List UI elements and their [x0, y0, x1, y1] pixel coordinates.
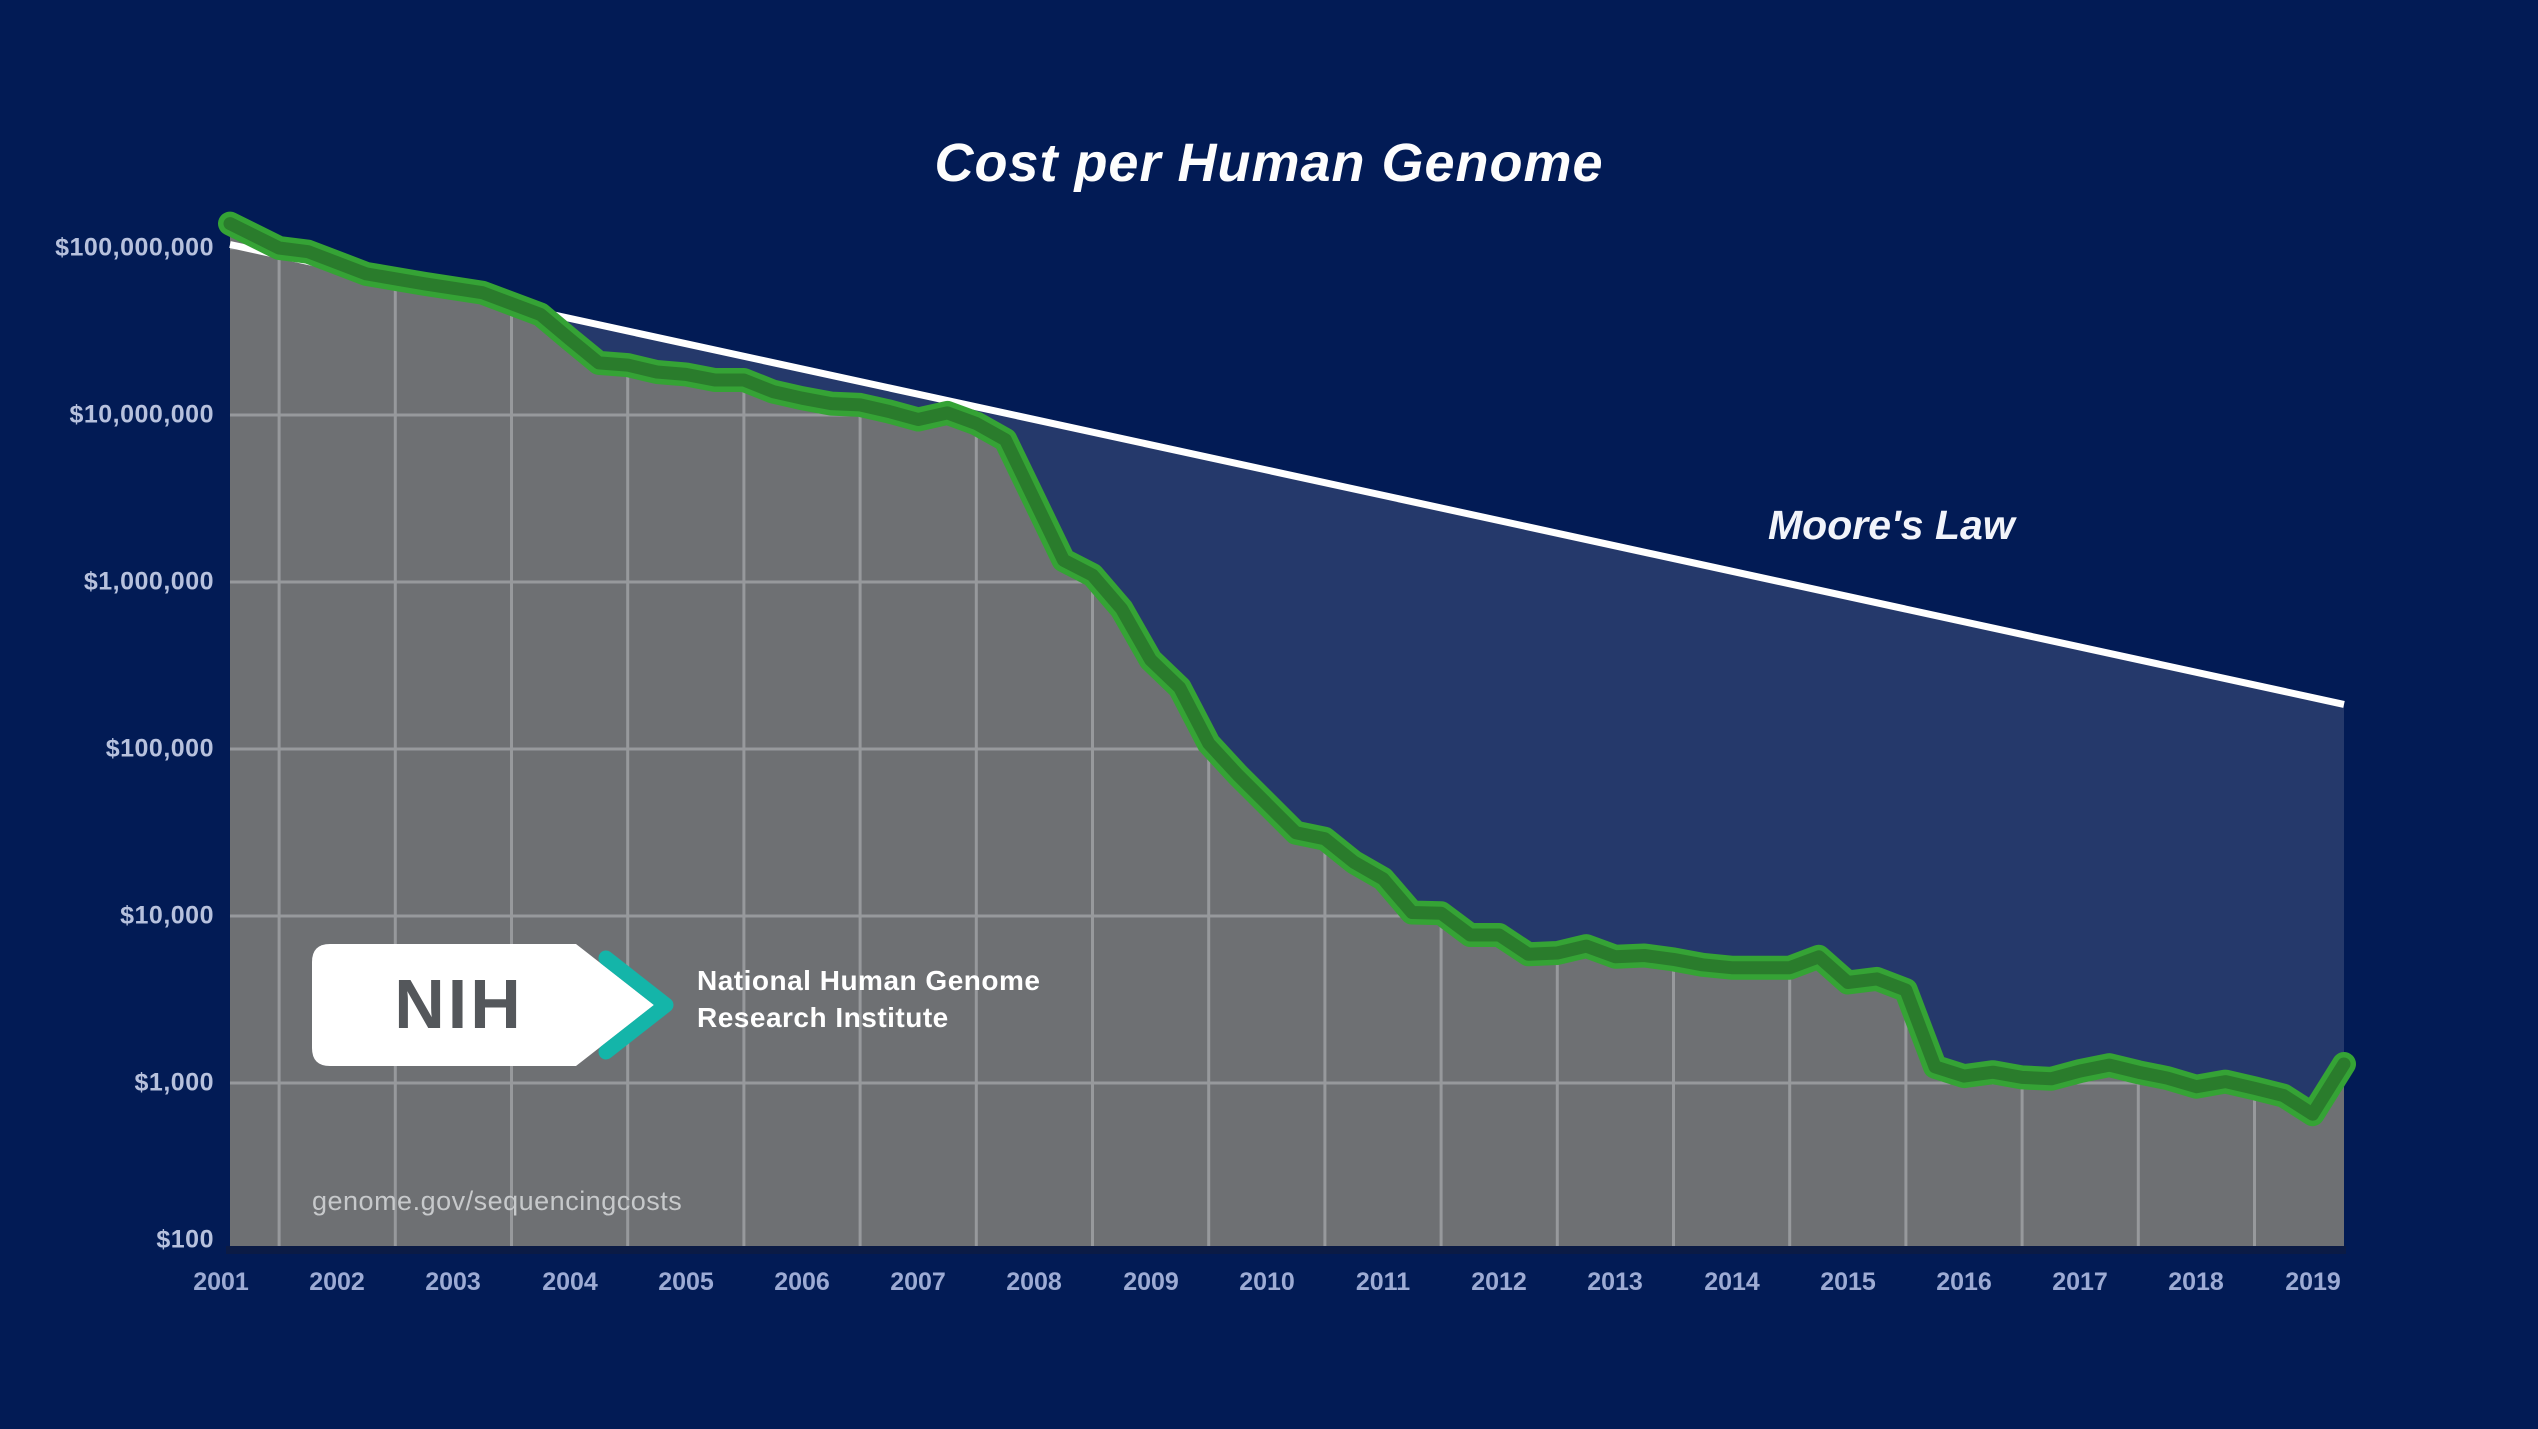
y-axis-label: $10,000 [120, 901, 214, 930]
x-axis-label: 2011 [1355, 1268, 1411, 1296]
y-axis-label: $100,000 [105, 734, 214, 763]
x-axis-label: 2017 [2052, 1268, 2108, 1296]
x-axis-label: 2012 [1471, 1268, 1527, 1296]
nih-logo: NIH [310, 942, 690, 1068]
cost-line-core [223, 217, 2351, 1121]
x-axis-label: 2006 [774, 1268, 830, 1296]
chart-title: Cost per Human Genome [934, 133, 1604, 193]
x-axis-label: 2019 [2285, 1268, 2341, 1296]
x-axis-label: 2001 [193, 1268, 249, 1296]
x-axis-label: 2005 [658, 1268, 714, 1296]
x-axis-label: 2010 [1239, 1268, 1295, 1296]
source-url: genome.gov/sequencingcosts [312, 1186, 683, 1216]
nih-acronym: NIH [394, 965, 524, 1043]
x-axis-label: 2018 [2168, 1268, 2224, 1296]
cost-area [230, 223, 2344, 1255]
nih-logo-mark [312, 944, 674, 1066]
institute-name: National Human Genome Research Institute [697, 962, 1040, 1036]
x-axis-label: 2014 [1704, 1268, 1760, 1296]
moores-law-annotation: Moore's Law [1768, 502, 2015, 548]
x-axis-label: 2008 [1006, 1268, 1062, 1296]
x-axis-label: 2002 [309, 1268, 365, 1296]
x-axis-label: 2009 [1123, 1268, 1179, 1296]
x-axis-label: 2016 [1936, 1268, 1992, 1296]
y-axis-label: $10,000,000 [69, 400, 214, 429]
nih-chevron-icon [598, 950, 674, 1060]
y-axis-label: $100,000,000 [55, 233, 214, 262]
x-axis-label: 2004 [542, 1268, 598, 1296]
y-axis-label: $1,000,000 [83, 567, 214, 596]
nih-logo-box [312, 944, 654, 1066]
institute-name-line2: Research Institute [697, 1002, 949, 1033]
y-axis-label: $100 [156, 1225, 214, 1254]
moore-gap-area [230, 223, 2344, 1115]
institute-name-line1: National Human Genome [697, 965, 1041, 996]
x-axis-label: 2013 [1587, 1268, 1643, 1296]
x-axis-label: 2015 [1820, 1268, 1876, 1296]
moores-law-line [229, 241, 2345, 708]
x-axis-label: 2007 [890, 1268, 946, 1296]
x-axis-label: 2003 [425, 1268, 481, 1296]
y-axis-label: $1,000 [134, 1068, 214, 1097]
